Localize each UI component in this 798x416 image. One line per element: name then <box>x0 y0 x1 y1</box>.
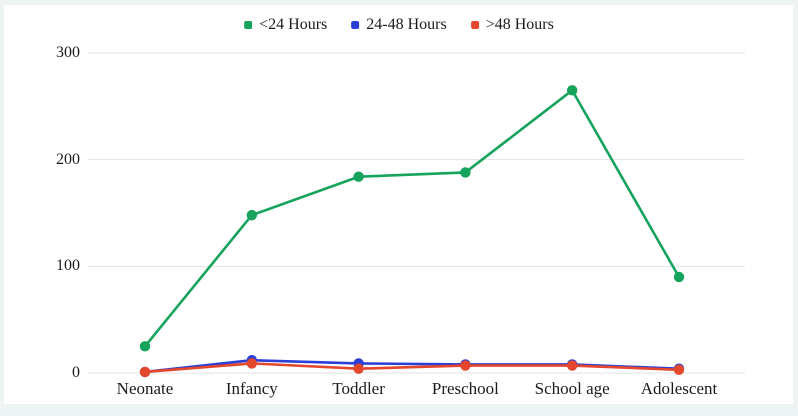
data-point <box>567 360 578 371</box>
x-category-label: Infancy <box>225 379 278 398</box>
x-category-label: Toddler <box>332 379 385 398</box>
legend-swatch-icon <box>470 21 479 29</box>
x-category-label: Neonate <box>116 379 174 398</box>
data-point <box>246 209 257 221</box>
legend-item-2: >48 Hours <box>470 16 554 33</box>
data-point <box>139 366 151 378</box>
series-line-0 <box>143 89 681 348</box>
chart-legend: <24 Hours 24-48 Hours >48 Hours <box>244 17 554 33</box>
data-point <box>460 360 471 371</box>
y-tick-label: 200 <box>56 150 80 168</box>
series-line-2 <box>143 362 681 374</box>
y-tick-label: 0 <box>72 364 80 381</box>
legend-item-0: <24 Hours <box>244 17 327 33</box>
x-category-label: Preschool <box>431 379 499 398</box>
x-category-label: School age <box>534 379 610 398</box>
data-point <box>139 341 151 352</box>
data-point <box>353 171 364 182</box>
legend-swatch-icon <box>351 21 360 29</box>
y-tick-label: 300 <box>56 44 80 61</box>
x-category-label: Adolescent <box>640 379 718 398</box>
legend-label: >48 Hours <box>485 16 554 33</box>
data-point <box>353 363 364 374</box>
data-point <box>460 167 471 178</box>
legend-swatch-icon <box>244 21 253 29</box>
y-tick-label: 100 <box>56 257 80 275</box>
legend-item-1: 24-48 Hours <box>351 16 447 33</box>
data-point <box>673 271 685 283</box>
data-point <box>246 358 257 369</box>
legend-label: <24 Hours <box>259 16 328 33</box>
data-point <box>673 364 685 375</box>
legend-label: 24-48 Hours <box>366 16 447 33</box>
data-point <box>567 85 578 96</box>
